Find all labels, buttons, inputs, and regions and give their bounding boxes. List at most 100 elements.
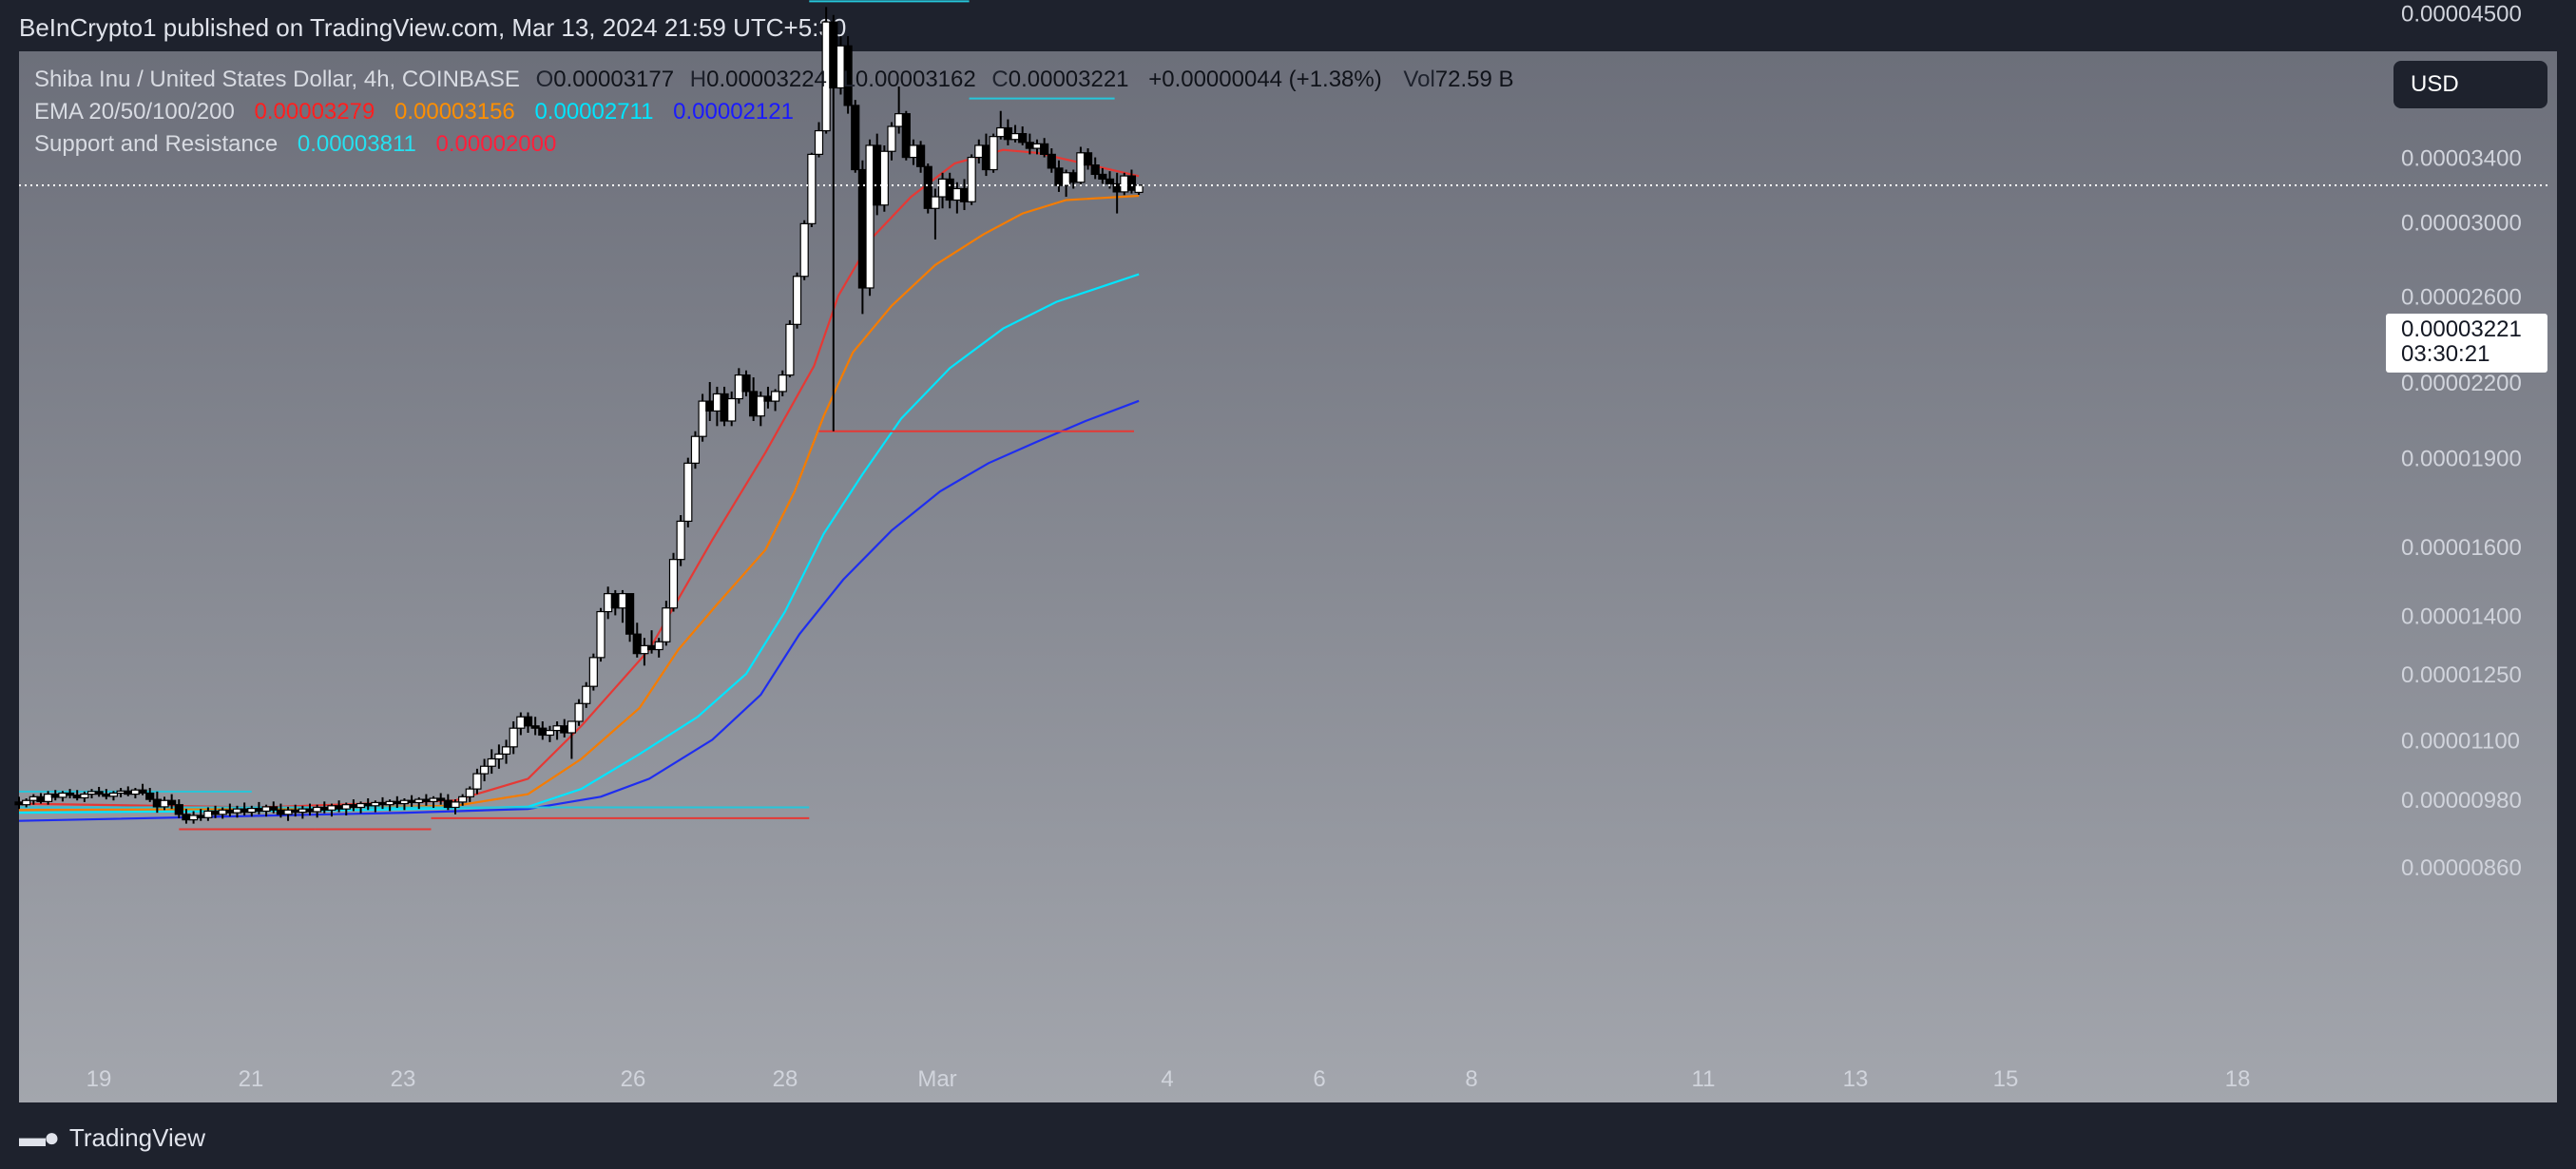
candle[interactable] bbox=[1061, 169, 1071, 198]
candle[interactable] bbox=[407, 795, 416, 807]
candle[interactable] bbox=[792, 272, 802, 329]
candle[interactable] bbox=[654, 638, 663, 658]
candle[interactable] bbox=[108, 791, 119, 801]
candle[interactable] bbox=[116, 788, 125, 797]
candle[interactable] bbox=[458, 794, 468, 806]
candle[interactable] bbox=[1040, 138, 1049, 158]
candle[interactable] bbox=[356, 801, 366, 814]
ema-legend[interactable]: EMA 20/50/100/200 0.00003279 0.00003156 … bbox=[34, 99, 794, 125]
candle[interactable] bbox=[1003, 119, 1013, 145]
candle[interactable] bbox=[538, 720, 548, 740]
candle[interactable] bbox=[102, 789, 111, 800]
candle[interactable] bbox=[676, 514, 685, 566]
candle[interactable] bbox=[727, 391, 737, 427]
symbol-label[interactable]: Shiba Inu / United States Dollar, 4h, CO… bbox=[34, 67, 520, 92]
candle[interactable] bbox=[1083, 148, 1093, 170]
candle[interactable] bbox=[625, 593, 635, 642]
candle[interactable] bbox=[894, 86, 904, 134]
candle[interactable] bbox=[915, 141, 926, 173]
candle[interactable] bbox=[967, 154, 976, 205]
candle[interactable] bbox=[865, 139, 875, 297]
candle[interactable] bbox=[480, 758, 490, 782]
candle[interactable] bbox=[952, 182, 962, 214]
candle[interactable] bbox=[269, 801, 279, 814]
candle[interactable] bbox=[901, 110, 911, 161]
candle[interactable] bbox=[989, 133, 998, 173]
candle[interactable] bbox=[974, 139, 984, 164]
candle[interactable] bbox=[254, 801, 264, 814]
candle[interactable] bbox=[523, 712, 533, 734]
candle[interactable] bbox=[560, 719, 569, 738]
candle[interactable] bbox=[451, 799, 460, 814]
candle[interactable] bbox=[494, 744, 504, 769]
candle[interactable] bbox=[36, 793, 46, 804]
candle[interactable] bbox=[443, 794, 452, 811]
candle[interactable] bbox=[22, 798, 31, 808]
candle[interactable] bbox=[138, 783, 147, 795]
candle[interactable] bbox=[567, 720, 577, 759]
candle[interactable] bbox=[705, 381, 715, 421]
candle[interactable] bbox=[799, 220, 809, 280]
candle[interactable] bbox=[945, 172, 954, 209]
candle[interactable] bbox=[851, 100, 860, 173]
candle[interactable] bbox=[189, 811, 199, 824]
candle[interactable] bbox=[596, 607, 606, 662]
ema100-line[interactable] bbox=[18, 273, 1140, 814]
candle[interactable] bbox=[720, 386, 729, 427]
candle[interactable] bbox=[843, 36, 853, 114]
candle[interactable] bbox=[756, 391, 765, 427]
candle[interactable] bbox=[574, 699, 584, 726]
candle[interactable] bbox=[741, 370, 751, 396]
candle[interactable] bbox=[1068, 169, 1078, 189]
chart-pane[interactable] bbox=[19, 51, 2557, 1102]
candle[interactable] bbox=[632, 623, 642, 658]
candle[interactable] bbox=[937, 172, 948, 209]
candle[interactable] bbox=[487, 749, 496, 775]
ema20-line[interactable] bbox=[18, 148, 1140, 809]
candle[interactable] bbox=[545, 725, 555, 742]
candle[interactable] bbox=[240, 802, 249, 815]
candle[interactable] bbox=[931, 188, 940, 240]
candle[interactable] bbox=[1120, 172, 1129, 196]
candle[interactable] bbox=[501, 739, 511, 764]
candle[interactable] bbox=[618, 589, 627, 623]
candle[interactable] bbox=[873, 133, 882, 216]
candle[interactable] bbox=[552, 720, 562, 740]
candle[interactable] bbox=[879, 144, 889, 212]
candle[interactable] bbox=[1047, 148, 1056, 173]
currency-button[interactable]: USD bbox=[2393, 61, 2547, 108]
candle[interactable] bbox=[778, 370, 787, 396]
candle[interactable] bbox=[472, 768, 482, 795]
candle[interactable] bbox=[225, 803, 235, 817]
sr-legend[interactable]: Support and Resistance 0.00003811 0.0000… bbox=[34, 131, 556, 158]
candle[interactable] bbox=[436, 793, 446, 805]
candle[interactable] bbox=[588, 653, 598, 691]
candle[interactable] bbox=[1076, 146, 1086, 186]
candle[interactable] bbox=[770, 389, 780, 412]
candle[interactable] bbox=[712, 386, 722, 427]
candle[interactable] bbox=[1126, 169, 1137, 194]
candle[interactable] bbox=[662, 601, 671, 646]
candle[interactable] bbox=[610, 589, 620, 616]
candle[interactable] bbox=[1090, 157, 1100, 180]
candle[interactable] bbox=[1018, 126, 1028, 145]
candle[interactable] bbox=[94, 786, 104, 797]
candle[interactable] bbox=[1098, 167, 1107, 184]
candle[interactable] bbox=[1112, 172, 1122, 214]
candle[interactable] bbox=[516, 712, 526, 736]
candle[interactable] bbox=[887, 122, 896, 161]
candle[interactable] bbox=[604, 586, 613, 620]
candle[interactable] bbox=[814, 122, 824, 158]
candle[interactable] bbox=[65, 789, 75, 799]
candle[interactable] bbox=[465, 786, 474, 802]
candle[interactable] bbox=[959, 179, 970, 211]
candle[interactable] bbox=[683, 457, 693, 527]
candle[interactable] bbox=[145, 788, 155, 802]
candle[interactable] bbox=[668, 552, 679, 612]
candle[interactable] bbox=[421, 794, 431, 806]
candle[interactable] bbox=[996, 110, 1006, 140]
candle[interactable] bbox=[124, 786, 133, 796]
candle[interactable] bbox=[1010, 125, 1020, 143]
candle[interactable] bbox=[58, 791, 67, 802]
